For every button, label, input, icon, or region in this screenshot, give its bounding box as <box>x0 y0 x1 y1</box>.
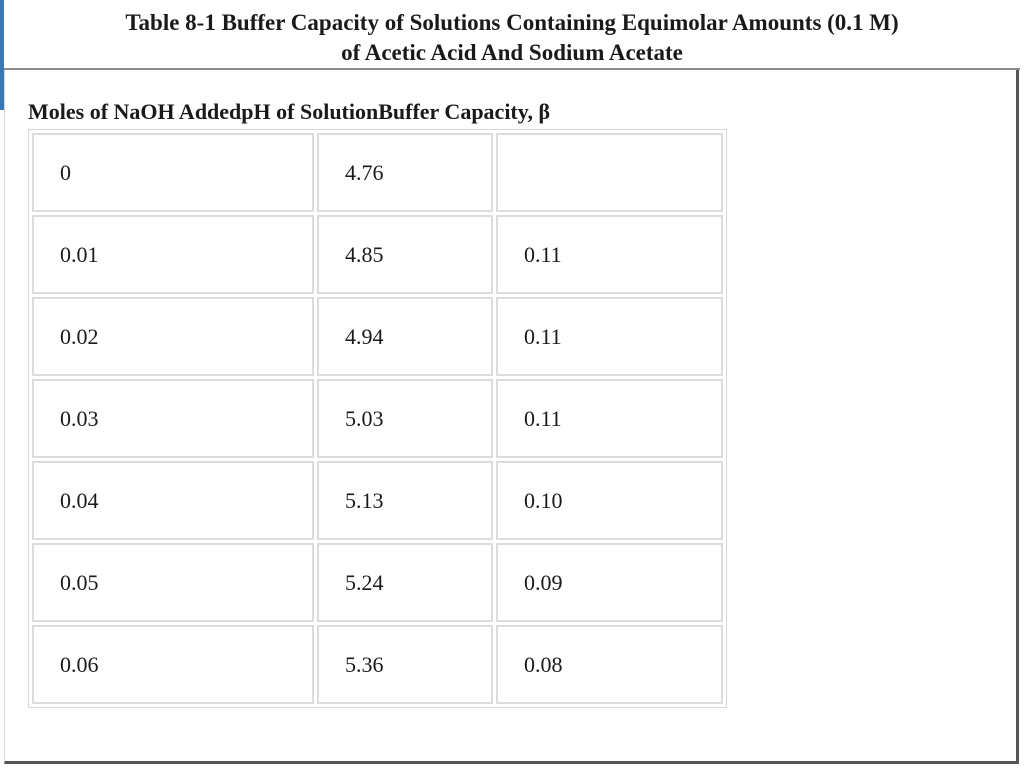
cell-ph: 5.24 <box>317 543 493 622</box>
cell-moles: 0.05 <box>32 543 314 622</box>
column-headers: Moles of NaOH AddedpH of SolutionBuffer … <box>28 98 550 126</box>
table-row: 0.01 4.85 0.11 <box>32 215 723 294</box>
left-edge-accent <box>0 0 4 110</box>
cell-moles: 0.04 <box>32 461 314 540</box>
cell-buffer-capacity: 0.11 <box>496 379 723 458</box>
table-row: 0 4.76 <box>32 133 723 212</box>
cell-moles: 0.02 <box>32 297 314 376</box>
title-bar: Table 8-1 Buffer Capacity of Solutions C… <box>4 0 1020 70</box>
table-row: 0.03 5.03 0.11 <box>32 379 723 458</box>
table-row: 0.02 4.94 0.11 <box>32 297 723 376</box>
cell-buffer-capacity: 0.08 <box>496 625 723 704</box>
cell-moles: 0.03 <box>32 379 314 458</box>
table-title-line-2: of Acetic Acid And Sodium Acetate <box>341 40 683 65</box>
cell-ph: 4.85 <box>317 215 493 294</box>
column-header-ph: pH of Solution <box>241 99 379 124</box>
cell-moles: 0.06 <box>32 625 314 704</box>
table-row: 0.04 5.13 0.10 <box>32 461 723 540</box>
cell-ph: 5.13 <box>317 461 493 540</box>
table-row: 0.05 5.24 0.09 <box>32 543 723 622</box>
table-row: 0.06 5.36 0.08 <box>32 625 723 704</box>
cell-ph: 5.03 <box>317 379 493 458</box>
column-header-moles: Moles of NaOH Added <box>28 99 242 124</box>
cell-buffer-capacity: 0.10 <box>496 461 723 540</box>
cell-moles: 0.01 <box>32 215 314 294</box>
data-table: 0 4.76 0.01 4.85 0.11 0.02 4.94 0.11 0.0… <box>28 129 727 708</box>
column-header-buffer-capacity: Buffer Capacity, β <box>378 99 551 124</box>
cell-buffer-capacity: 0.09 <box>496 543 723 622</box>
cell-ph: 4.94 <box>317 297 493 376</box>
cell-buffer-capacity: 0.11 <box>496 297 723 376</box>
cell-buffer-capacity: 0.11 <box>496 215 723 294</box>
cell-buffer-capacity <box>496 133 723 212</box>
cell-ph: 5.36 <box>317 625 493 704</box>
cell-moles: 0 <box>32 133 314 212</box>
cell-ph: 4.76 <box>317 133 493 212</box>
table-title-line-1: Table 8-1 Buffer Capacity of Solutions C… <box>125 10 899 35</box>
